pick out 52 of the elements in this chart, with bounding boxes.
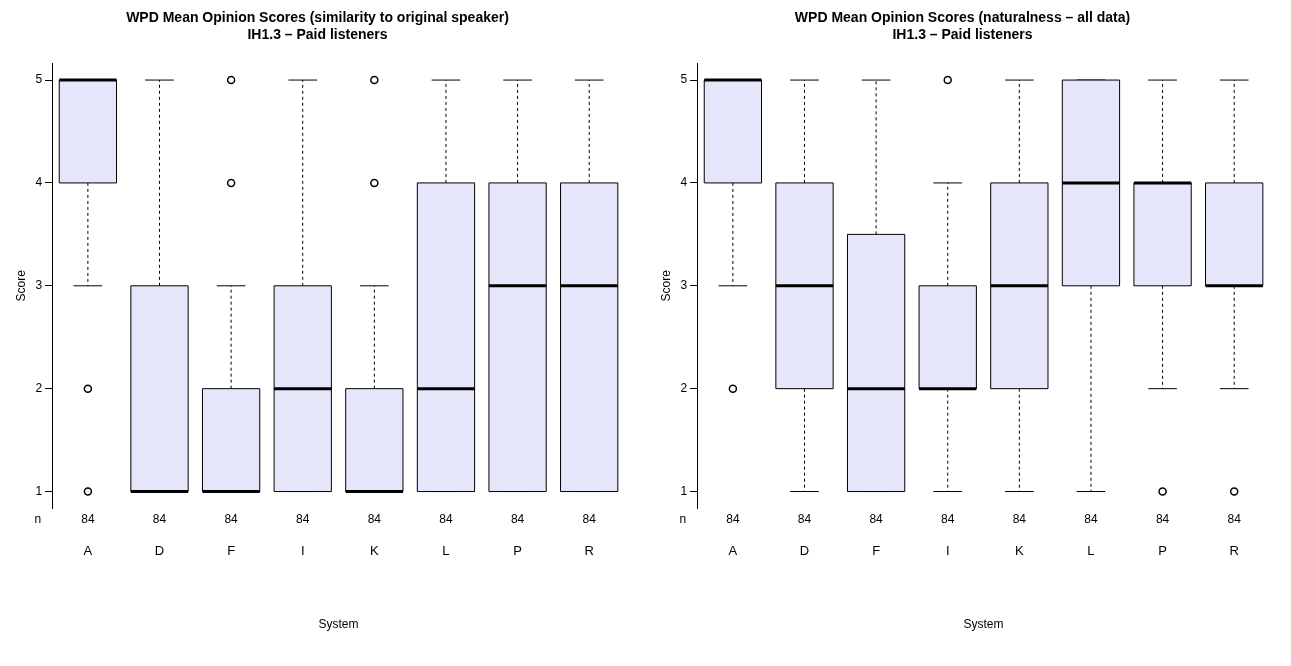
x-tick-label: R: [1229, 543, 1239, 559]
y-tick-label: 5: [35, 72, 43, 87]
text: 84: [81, 512, 95, 527]
x-tick-label: D: [154, 543, 165, 559]
text: 84: [152, 512, 167, 527]
x-tick-label: F: [227, 543, 236, 559]
x-tick-label: A: [728, 543, 738, 559]
y-tick-label: 2: [35, 380, 43, 395]
text: 84: [797, 512, 812, 527]
text: 84: [296, 512, 310, 527]
y-tick-label: 3: [35, 278, 43, 293]
chart-title: WPD Mean Opinion Scores (naturalness – all data): [794, 9, 1131, 26]
x-tick-label: I: [945, 543, 950, 559]
text: 84: [1227, 512, 1242, 527]
x-tick-label: L: [1087, 543, 1095, 559]
x-tick-label: K: [1015, 543, 1025, 559]
x-tick-label: P: [1158, 543, 1167, 559]
y-tick-label: 3: [680, 278, 688, 293]
y-axis-title: Score: [658, 269, 673, 302]
y-tick-label: 2: [680, 380, 688, 395]
x-axis-title: System: [318, 617, 359, 632]
text: 84: [1155, 512, 1170, 527]
y-axis-title: Score: [13, 269, 28, 302]
text: 84: [439, 512, 453, 527]
y-tick-label: 4: [35, 175, 43, 190]
chart-subtitle: IH1.3 – Paid listeners: [247, 26, 388, 43]
x-tick-label: P: [513, 543, 522, 559]
chart-title: WPD Mean Opinion Scores (similarity to original speaker): [126, 9, 509, 26]
text: 84: [582, 512, 597, 527]
x-tick-label: R: [584, 543, 594, 559]
x-axis-title: System: [963, 617, 1004, 632]
y-tick-label: 1: [680, 483, 688, 498]
x-tick-label: K: [370, 543, 380, 559]
text: 84: [224, 512, 239, 527]
chart-subtitle: IH1.3 – Paid listeners: [892, 26, 1033, 43]
text: 84: [869, 512, 884, 527]
y-tick-label: 1: [35, 483, 43, 498]
x-tick-label: A: [83, 543, 93, 559]
x-tick-label: L: [442, 543, 450, 559]
text: 84: [726, 512, 740, 527]
text: n: [34, 512, 42, 527]
text: 84: [941, 512, 955, 527]
x-tick-label: D: [799, 543, 810, 559]
x-tick-label: I: [300, 543, 305, 559]
text: 84: [1012, 512, 1027, 527]
text: 84: [510, 512, 525, 527]
x-tick-label: F: [872, 543, 881, 559]
y-tick-label: 5: [680, 72, 688, 87]
y-tick-label: 4: [680, 175, 688, 190]
text: 84: [367, 512, 382, 527]
text: n: [679, 512, 687, 527]
text: 84: [1084, 512, 1098, 527]
